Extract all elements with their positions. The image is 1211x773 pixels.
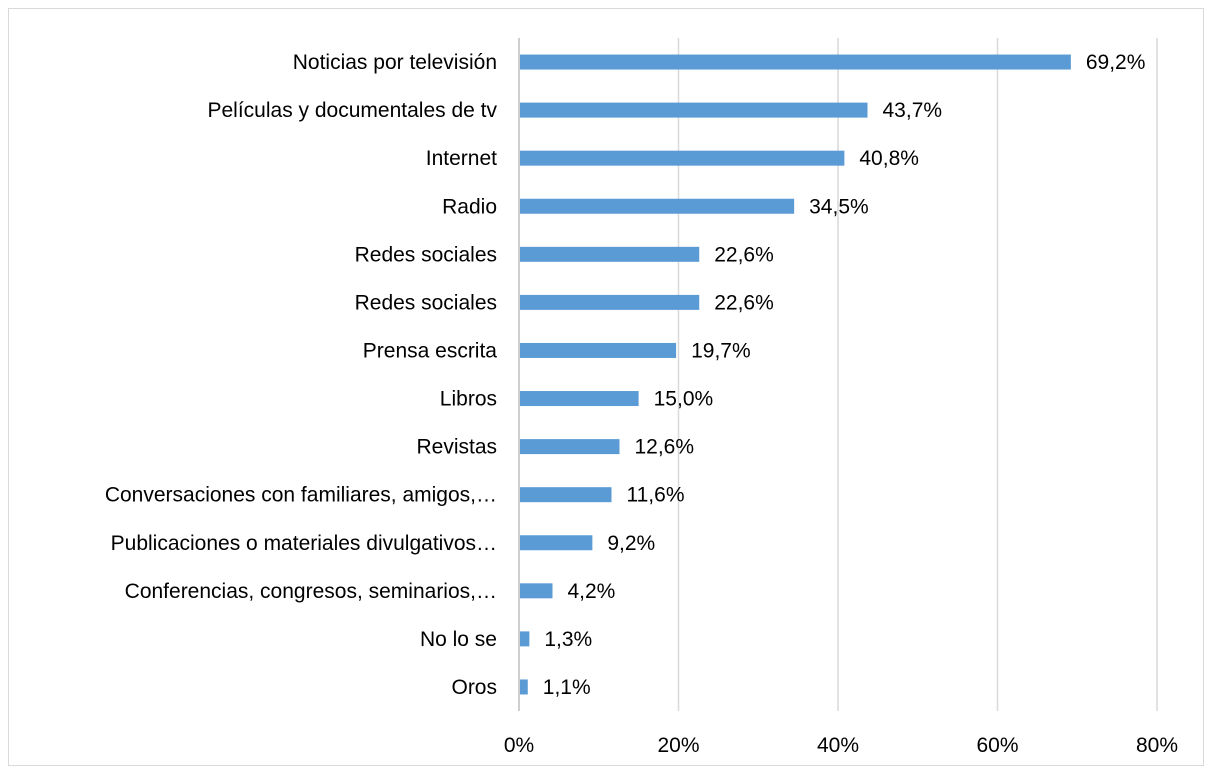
data-label: 15,0% (654, 388, 714, 411)
bars (520, 54, 1071, 695)
category-label: Películas y documentales de tv (208, 99, 498, 122)
bar (520, 102, 868, 118)
data-label: 4,2% (567, 580, 615, 603)
category-label: Redes sociales (355, 243, 497, 266)
data-label: 1,1% (543, 676, 591, 699)
data-label: 19,7% (691, 339, 751, 362)
bar (520, 391, 639, 407)
bar (520, 342, 677, 358)
category-label: Publicaciones o materiales divulgativos… (111, 532, 497, 555)
category-label: Noticias por televisión (293, 51, 497, 74)
data-label: 12,6% (634, 436, 694, 459)
category-label: Libros (440, 388, 497, 411)
category-label: Radio (442, 195, 497, 218)
category-label: Prensa escrita (363, 339, 498, 362)
data-labels: 69,2% 43,7% 40,8% 34,5% 22,6% 22,6% 19,7% 15,0%… (543, 51, 1146, 699)
bar (520, 679, 528, 695)
data-label: 43,7% (883, 99, 943, 122)
category-label: Conversaciones con familiares, amigos,… (105, 484, 497, 507)
x-tick-label: 40% (817, 734, 859, 757)
bar (520, 294, 700, 310)
category-label: Oros (451, 676, 497, 699)
data-label: 22,6% (714, 291, 774, 314)
data-label: 22,6% (714, 243, 774, 266)
bar (520, 54, 1071, 70)
x-tick-label: 0% (504, 734, 534, 757)
bar (520, 535, 593, 551)
bar (520, 150, 845, 166)
bar (520, 198, 795, 214)
data-label: 34,5% (809, 195, 869, 218)
gridlines (518, 38, 1158, 711)
data-label: 1,3% (544, 628, 592, 651)
category-label: No lo se (420, 628, 497, 651)
bar (520, 439, 620, 455)
data-label: 69,2% (1086, 51, 1146, 74)
bar (520, 631, 530, 647)
x-tick-label: 60% (976, 734, 1018, 757)
category-labels: Noticias por televisión Películas y docum… (105, 51, 498, 699)
bar (520, 487, 612, 503)
category-label: Internet (426, 147, 497, 170)
chart-frame (8, 8, 1204, 766)
bar (520, 583, 553, 599)
data-label: 40,8% (859, 147, 919, 170)
bar (520, 246, 700, 262)
data-label: 11,6% (627, 484, 685, 507)
x-tick-label: 80% (1136, 734, 1178, 757)
data-label: 9,2% (607, 532, 655, 555)
x-tick-label: 20% (657, 734, 699, 757)
category-label: Redes sociales (355, 291, 497, 314)
x-axis-ticks: 0% 20% 40% 60% 80% (504, 734, 1178, 757)
category-label: Revistas (416, 436, 497, 459)
category-label: Conferencias, congresos, seminarios,… (125, 580, 497, 603)
